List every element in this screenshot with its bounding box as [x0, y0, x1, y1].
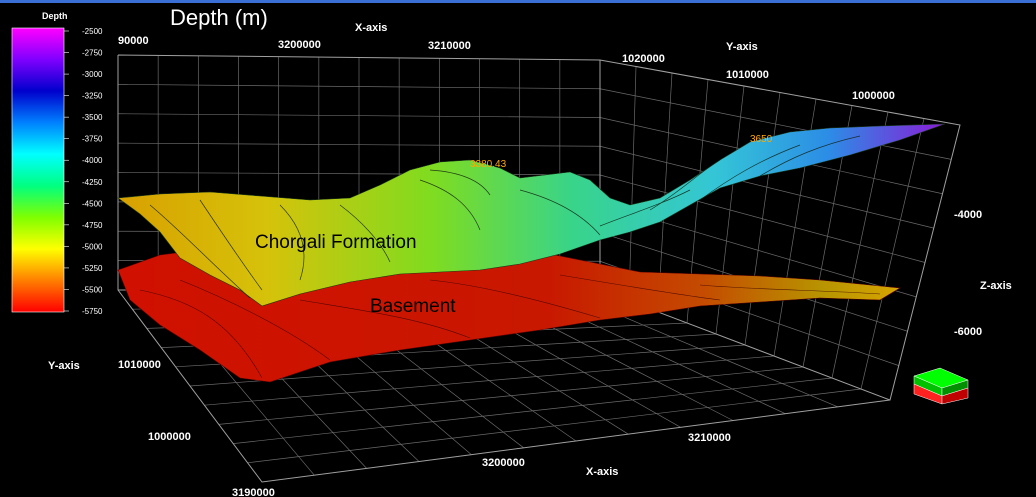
colorbar-tick-label: -3000: [82, 70, 103, 79]
x-tick-top-0: 3200000: [278, 39, 321, 51]
y-tick-back-1: 1010000: [726, 69, 769, 81]
chart-title: Depth (m): [170, 5, 268, 30]
grid-line: [218, 366, 804, 425]
grid-line: [117, 113, 601, 118]
chorgali-formation-surface: [117, 123, 946, 307]
x-axis-bottom-ticks: 3190000 3200000 3210000 X-axis: [232, 432, 731, 497]
colorbar-tick-label: -4000: [82, 156, 103, 165]
grid-line: [117, 84, 601, 90]
colorbar-tick-label: -4250: [82, 178, 103, 187]
colorbar-tick-label: -2750: [82, 49, 103, 58]
x-tick-top-1: 3210000: [428, 40, 471, 52]
x-axis-top-ticks: 3200000 3210000 X-axis: [278, 22, 471, 52]
peak-annotation: 3380.43: [470, 159, 507, 170]
y-tick-partial: 90000: [118, 35, 149, 47]
y-axis-title-front: Y-axis: [48, 360, 80, 372]
y-tick-front-0: 1010000: [118, 359, 161, 371]
grid-line: [117, 142, 601, 147]
colorbar-tick-label: -4750: [82, 221, 103, 230]
grid-line: [599, 145, 934, 229]
orientation-cube-icon[interactable]: [913, 367, 969, 405]
y-axis-back-ticks: 1020000 1010000 1000000 Y-axis 90000: [118, 35, 895, 102]
grid-line: [599, 88, 952, 160]
grid-line: [204, 355, 775, 406]
y-axis-front-ticks: Y-axis 1010000 1000000: [48, 359, 191, 443]
colorbar-title: Depth: [42, 11, 68, 21]
grid-line: [599, 174, 926, 263]
colorbar-tick-label: -5500: [82, 285, 103, 294]
x-tick-bottom-0: 3190000: [232, 487, 275, 497]
x-tick-bottom-2: 3210000: [688, 432, 731, 444]
colorbar-tick-label: -3750: [82, 135, 103, 144]
x-axis-title-top: X-axis: [355, 22, 387, 34]
y-tick-back-0: 1020000: [622, 53, 665, 65]
colorbar-tick-label: -5000: [82, 242, 103, 251]
z-tick-0: -4000: [954, 209, 982, 221]
y-tick-front-1: 1000000: [148, 431, 191, 443]
colorbar-gradient: [11, 27, 65, 313]
x-axis-title-bottom: X-axis: [586, 466, 618, 478]
colorbar-tick-label: -4500: [82, 199, 103, 208]
basement-label: Basement: [370, 296, 456, 317]
z-axis-title: Z-axis: [980, 280, 1012, 292]
colorbar-tick-label: -5750: [82, 307, 103, 316]
z-tick-1: -6000: [954, 326, 982, 338]
colorbar-tick-label: -3500: [82, 113, 103, 122]
window-top-strip: [0, 0, 1036, 3]
colorbar-tick-label: -2500: [82, 27, 103, 36]
y-tick-back-2: 1000000: [852, 90, 895, 102]
grid-line: [189, 344, 746, 387]
y-axis-title-back: Y-axis: [726, 41, 758, 53]
grid-line: [247, 388, 862, 464]
colorbar: Depth -2500 -2750 -3000 -3250 -3500 -3750 -400…: [11, 11, 103, 316]
ramp-annotation: 3650: [750, 134, 773, 145]
colorbar-ticks: -2500 -2750 -3000 -3250 -3500 -3750 -4000 -4250…: [64, 27, 103, 316]
grid-line: [233, 377, 833, 444]
colorbar-tick-label: -5250: [82, 264, 103, 273]
z-axis-ticks: -4000 -6000 Z-axis: [954, 209, 1012, 338]
chorgali-formation-label: Chorgali Formation: [255, 232, 417, 253]
grid-line: [117, 172, 601, 176]
colorbar-tick-label: -3250: [82, 92, 103, 101]
x-tick-bottom-1: 3200000: [482, 457, 525, 469]
